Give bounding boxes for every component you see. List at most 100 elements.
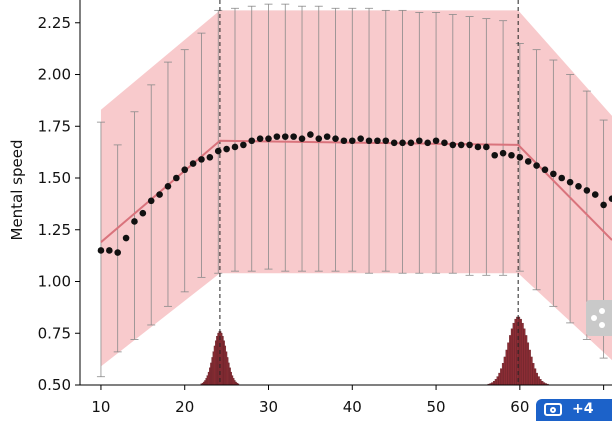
- data-point: [231, 143, 239, 151]
- data-point: [156, 191, 163, 198]
- histogram-bar: [225, 351, 228, 386]
- data-point: [374, 137, 381, 145]
- histogram-bar: [223, 340, 225, 386]
- data-point: [348, 137, 356, 145]
- data-point: [307, 131, 314, 138]
- histogram-bar: [496, 376, 499, 386]
- data-point: [189, 160, 197, 167]
- data-point: [298, 135, 306, 142]
- histogram-bar: [206, 375, 209, 386]
- data-point: [273, 133, 281, 140]
- data-point: [449, 141, 457, 149]
- data-point: [206, 154, 214, 161]
- data-point: [106, 247, 113, 254]
- histogram-bar: [512, 322, 515, 386]
- histogram-bar: [523, 328, 526, 386]
- histogram-bar: [501, 363, 505, 386]
- histogram-bar: [217, 332, 219, 386]
- data-point: [541, 166, 549, 174]
- axes: 0.50 0.75 1.00 1.25 1.50 1.75 2.00 2.25 10 20 30 40…: [38, 0, 612, 416]
- histogram-bar: [212, 351, 215, 386]
- histogram-bar: [492, 381, 496, 386]
- data-point: [508, 151, 515, 159]
- histogram-bar: [214, 340, 217, 386]
- y-axis-label: Mental speed: [8, 139, 26, 240]
- data-point: [533, 162, 540, 169]
- histogram-bar: [207, 371, 210, 386]
- histogram-bar: [505, 349, 508, 386]
- data-point: [332, 135, 339, 142]
- histogram-bar: [503, 356, 506, 386]
- y-tick-label: 0.75: [38, 324, 71, 342]
- x-tick-label: 40: [343, 398, 362, 416]
- y-tick-label: 1.00: [38, 273, 71, 291]
- x-tick-label: 60: [510, 398, 529, 416]
- data-point: [164, 182, 172, 190]
- histogram-bar: [541, 381, 544, 386]
- data-point: [466, 141, 473, 149]
- data-point: [122, 234, 130, 242]
- breakpoint-lines: [219, 0, 519, 385]
- data-point: [198, 156, 205, 163]
- data-point: [256, 135, 264, 142]
- histogram-bar: [231, 375, 234, 386]
- data-point: [457, 141, 465, 149]
- data-point: [399, 139, 406, 147]
- histogram-bar: [509, 335, 512, 386]
- histogram-bar: [525, 335, 528, 386]
- data-point: [491, 151, 499, 159]
- data-point: [139, 209, 147, 217]
- histogram-bar: [204, 380, 206, 386]
- histogram-bar: [537, 376, 540, 386]
- data-point: [357, 135, 364, 142]
- data-point: [173, 174, 180, 182]
- histogram-bar: [224, 345, 227, 386]
- data-point: [315, 135, 323, 142]
- y-tick-label: 2.00: [38, 66, 71, 84]
- data-point: [147, 197, 155, 205]
- histogram-bar: [209, 367, 211, 386]
- data-point: [608, 195, 612, 203]
- data-points: [97, 131, 612, 256]
- data-point: [575, 182, 582, 190]
- y-tick-label: 1.75: [38, 117, 71, 135]
- histogram-bar: [234, 380, 236, 386]
- data-point: [131, 218, 138, 225]
- data-point: [416, 137, 423, 145]
- data-point: [281, 133, 289, 140]
- histogram-bar: [528, 349, 531, 386]
- histogram-bar: [535, 372, 538, 386]
- breakpoint-histograms: [200, 316, 549, 386]
- data-point: [516, 154, 524, 161]
- histogram-bar: [521, 322, 524, 386]
- x-tick-label: 30: [259, 398, 278, 416]
- histogram-bar: [500, 368, 503, 386]
- x-tick-label: 20: [175, 398, 194, 416]
- data-point: [323, 133, 331, 140]
- data-point: [424, 139, 431, 147]
- data-point: [97, 247, 105, 254]
- histogram-bar: [519, 318, 522, 386]
- x-tick-label: 10: [91, 398, 110, 416]
- data-point: [265, 135, 272, 142]
- photo-gallery-button[interactable]: +4: [536, 399, 612, 421]
- data-point: [382, 137, 390, 145]
- data-point: [223, 145, 230, 153]
- histogram-bar: [230, 371, 232, 386]
- data-point: [591, 191, 599, 198]
- histogram-bar: [514, 318, 517, 386]
- data-point: [290, 133, 297, 140]
- data-point: [181, 166, 189, 174]
- confidence-band: [100, 10, 612, 367]
- share-icon[interactable]: [586, 300, 612, 336]
- histogram-bar: [226, 357, 229, 386]
- data-point: [550, 170, 557, 178]
- histogram-bar: [530, 356, 533, 386]
- x-tick-label: 50: [427, 398, 446, 416]
- y-tick-label: 0.50: [38, 376, 71, 394]
- photo-count: +4: [572, 401, 594, 417]
- data-point: [583, 187, 591, 194]
- histogram-bar: [228, 362, 230, 386]
- camera-icon: [544, 403, 562, 416]
